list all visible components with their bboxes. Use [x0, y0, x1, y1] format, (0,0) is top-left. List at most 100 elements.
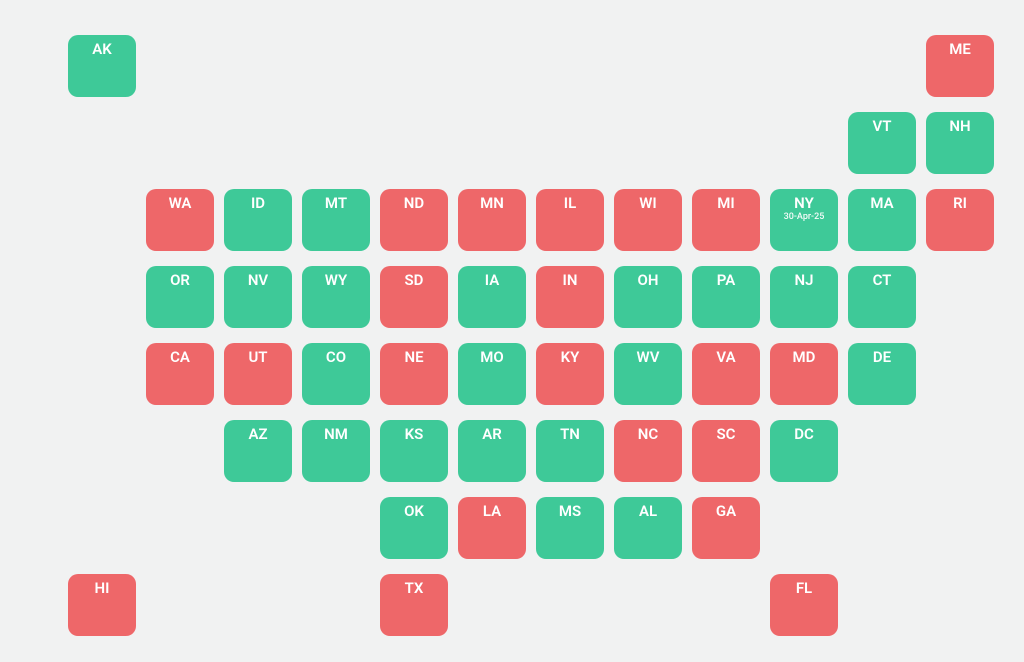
state-abbr: LA — [458, 503, 526, 520]
state-abbr: MS — [536, 503, 604, 520]
state-tile-wy[interactable]: WY — [302, 266, 370, 328]
state-abbr: NH — [926, 118, 994, 135]
state-abbr: AZ — [224, 426, 292, 443]
state-abbr: SC — [692, 426, 760, 443]
state-tile-sd[interactable]: SD — [380, 266, 448, 328]
state-tile-la[interactable]: LA — [458, 497, 526, 559]
state-tile-fl[interactable]: FL — [770, 574, 838, 636]
state-tile-ma[interactable]: MA — [848, 189, 916, 251]
state-tile-co[interactable]: CO — [302, 343, 370, 405]
state-tile-nc[interactable]: NC — [614, 420, 682, 482]
state-abbr: ND — [380, 195, 448, 212]
state-tile-de[interactable]: DE — [848, 343, 916, 405]
state-abbr: OH — [614, 272, 682, 289]
us-state-tilegrid: AK ME VT NH WA ID MT ND MN IL WI MI NY30-Apr-25 MA RI O… — [0, 0, 1024, 662]
state-tile-va[interactable]: VA — [692, 343, 760, 405]
state-abbr: MN — [458, 195, 526, 212]
state-abbr: MA — [848, 195, 916, 212]
state-tile-ia[interactable]: IA — [458, 266, 526, 328]
state-abbr: WY — [302, 272, 370, 289]
state-abbr: OK — [380, 503, 448, 520]
state-tile-or[interactable]: OR — [146, 266, 214, 328]
state-abbr: DC — [770, 426, 838, 443]
state-tile-wa[interactable]: WA — [146, 189, 214, 251]
state-tile-dc[interactable]: DC — [770, 420, 838, 482]
state-abbr: VT — [848, 118, 916, 135]
state-abbr: MI — [692, 195, 760, 212]
state-tile-hi[interactable]: HI — [68, 574, 136, 636]
state-tile-sc[interactable]: SC — [692, 420, 760, 482]
state-sublabel: 30-Apr-25 — [770, 213, 838, 223]
state-tile-nd[interactable]: ND — [380, 189, 448, 251]
state-tile-ri[interactable]: RI — [926, 189, 994, 251]
state-abbr: VA — [692, 349, 760, 366]
state-tile-ky[interactable]: KY — [536, 343, 604, 405]
state-tile-pa[interactable]: PA — [692, 266, 760, 328]
state-abbr: WV — [614, 349, 682, 366]
state-abbr: MD — [770, 349, 838, 366]
state-tile-mo[interactable]: MO — [458, 343, 526, 405]
state-tile-id[interactable]: ID — [224, 189, 292, 251]
state-abbr: MT — [302, 195, 370, 212]
state-abbr: NV — [224, 272, 292, 289]
state-tile-ut[interactable]: UT — [224, 343, 292, 405]
state-tile-md[interactable]: MD — [770, 343, 838, 405]
state-abbr: KY — [536, 349, 604, 366]
state-tile-ak[interactable]: AK — [68, 35, 136, 97]
state-tile-nm[interactable]: NM — [302, 420, 370, 482]
state-abbr: CT — [848, 272, 916, 289]
state-tile-nv[interactable]: NV — [224, 266, 292, 328]
state-tile-ms[interactable]: MS — [536, 497, 604, 559]
state-abbr: RI — [926, 195, 994, 212]
state-abbr: WA — [146, 195, 214, 212]
state-tile-ny[interactable]: NY30-Apr-25 — [770, 189, 838, 251]
state-abbr: ME — [926, 41, 994, 58]
state-abbr: IA — [458, 272, 526, 289]
state-abbr: AL — [614, 503, 682, 520]
state-abbr: HI — [68, 580, 136, 597]
state-tile-ne[interactable]: NE — [380, 343, 448, 405]
state-abbr: OR — [146, 272, 214, 289]
state-tile-in[interactable]: IN — [536, 266, 604, 328]
state-abbr: MO — [458, 349, 526, 366]
state-abbr: CA — [146, 349, 214, 366]
state-abbr: IL — [536, 195, 604, 212]
state-tile-mi[interactable]: MI — [692, 189, 760, 251]
state-abbr: GA — [692, 503, 760, 520]
state-abbr: IN — [536, 272, 604, 289]
state-abbr: TX — [380, 580, 448, 597]
state-abbr: ID — [224, 195, 292, 212]
state-tile-mt[interactable]: MT — [302, 189, 370, 251]
state-tile-il[interactable]: IL — [536, 189, 604, 251]
state-tile-wi[interactable]: WI — [614, 189, 682, 251]
state-abbr: FL — [770, 580, 838, 597]
state-tile-ks[interactable]: KS — [380, 420, 448, 482]
state-tile-tx[interactable]: TX — [380, 574, 448, 636]
state-tile-ok[interactable]: OK — [380, 497, 448, 559]
state-abbr: KS — [380, 426, 448, 443]
state-tile-nh[interactable]: NH — [926, 112, 994, 174]
state-tile-nj[interactable]: NJ — [770, 266, 838, 328]
state-abbr: TN — [536, 426, 604, 443]
state-abbr: DE — [848, 349, 916, 366]
state-tile-ar[interactable]: AR — [458, 420, 526, 482]
state-tile-ct[interactable]: CT — [848, 266, 916, 328]
state-abbr: NC — [614, 426, 682, 443]
state-abbr: AR — [458, 426, 526, 443]
state-abbr: NY — [770, 195, 838, 212]
state-tile-al[interactable]: AL — [614, 497, 682, 559]
state-tile-ca[interactable]: CA — [146, 343, 214, 405]
state-tile-tn[interactable]: TN — [536, 420, 604, 482]
state-abbr: WI — [614, 195, 682, 212]
state-tile-az[interactable]: AZ — [224, 420, 292, 482]
state-tile-wv[interactable]: WV — [614, 343, 682, 405]
state-tile-ga[interactable]: GA — [692, 497, 760, 559]
state-abbr: UT — [224, 349, 292, 366]
state-tile-vt[interactable]: VT — [848, 112, 916, 174]
state-abbr: NE — [380, 349, 448, 366]
state-abbr: NM — [302, 426, 370, 443]
state-abbr: PA — [692, 272, 760, 289]
state-tile-me[interactable]: ME — [926, 35, 994, 97]
state-tile-oh[interactable]: OH — [614, 266, 682, 328]
state-tile-mn[interactable]: MN — [458, 189, 526, 251]
